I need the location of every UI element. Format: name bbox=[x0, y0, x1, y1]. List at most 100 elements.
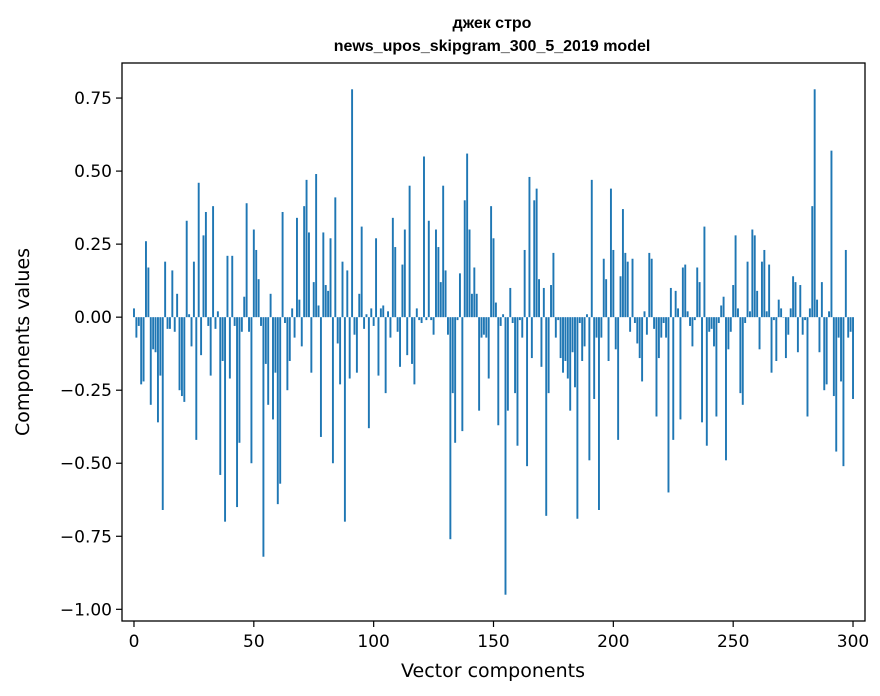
bar-component-223 bbox=[667, 317, 670, 493]
bar-component-76 bbox=[315, 174, 318, 318]
bar-component-281 bbox=[806, 317, 809, 417]
bar-component-30 bbox=[204, 211, 207, 318]
bar-component-55 bbox=[264, 317, 267, 364]
x-tick-label: 300 bbox=[837, 632, 869, 652]
bar-component-158 bbox=[511, 317, 514, 324]
bar-component-113 bbox=[403, 229, 406, 318]
y-axis-label: Components values bbox=[12, 248, 34, 436]
bar-component-290 bbox=[828, 311, 831, 318]
bar-component-241 bbox=[710, 317, 713, 329]
bar-component-178 bbox=[559, 317, 562, 359]
bar-component-242 bbox=[713, 317, 715, 347]
bar-component-183 bbox=[571, 317, 574, 353]
bar-component-282 bbox=[808, 308, 811, 318]
bar-component-123 bbox=[427, 220, 430, 318]
bar-component-142 bbox=[473, 267, 476, 318]
bar-component-243 bbox=[715, 317, 718, 417]
bar-component-171 bbox=[542, 287, 545, 318]
bar-component-143 bbox=[475, 293, 478, 318]
bar-component-293 bbox=[835, 317, 838, 452]
bar-component-167 bbox=[533, 200, 536, 318]
bar-component-187 bbox=[581, 317, 584, 361]
bar-component-92 bbox=[353, 317, 356, 335]
bar-component-65 bbox=[288, 317, 291, 361]
bar-component-261 bbox=[758, 317, 761, 350]
bar-component-119 bbox=[418, 317, 421, 321]
bar-component-44 bbox=[238, 317, 241, 443]
bar-component-182 bbox=[569, 317, 572, 411]
bar-component-217 bbox=[653, 317, 656, 329]
bar-component-71 bbox=[303, 206, 306, 318]
bar-component-208 bbox=[631, 258, 634, 318]
bars-group bbox=[133, 89, 854, 595]
bar-component-90 bbox=[348, 317, 351, 379]
bar-component-36 bbox=[219, 317, 222, 475]
bar-component-146 bbox=[482, 317, 485, 335]
bar-component-122 bbox=[425, 317, 428, 321]
bar-component-2 bbox=[137, 317, 140, 326]
bar-component-48 bbox=[248, 317, 250, 332]
bar-component-38 bbox=[224, 317, 227, 522]
bar-component-98 bbox=[367, 317, 370, 429]
bar-component-26 bbox=[195, 317, 198, 440]
x-tick-label: 50 bbox=[243, 632, 265, 652]
bar-component-136 bbox=[458, 273, 461, 318]
bar-component-85 bbox=[336, 317, 339, 344]
x-tick-label: 100 bbox=[357, 632, 389, 652]
bar-component-35 bbox=[216, 311, 219, 318]
bar-component-160 bbox=[516, 317, 519, 446]
bar-component-104 bbox=[382, 305, 385, 318]
bar-component-29 bbox=[202, 235, 205, 318]
bar-component-196 bbox=[602, 258, 605, 318]
bar-component-294 bbox=[837, 317, 840, 338]
bar-component-297 bbox=[844, 249, 847, 318]
bar-component-83 bbox=[331, 317, 334, 464]
bar-component-176 bbox=[554, 317, 557, 338]
bar-component-226 bbox=[674, 290, 677, 318]
bar-component-210 bbox=[636, 317, 639, 344]
bar-component-154 bbox=[502, 314, 505, 318]
bar-component-149 bbox=[490, 206, 493, 318]
bar-component-288 bbox=[823, 317, 826, 391]
bar-component-1 bbox=[135, 317, 138, 338]
bar-component-169 bbox=[538, 279, 540, 318]
bar-component-34 bbox=[214, 317, 217, 329]
bar-component-228 bbox=[679, 317, 682, 420]
bar-component-13 bbox=[164, 261, 167, 318]
bar-component-64 bbox=[286, 317, 289, 391]
y-tick-label: −0.75 bbox=[60, 527, 112, 547]
bar-component-188 bbox=[583, 317, 586, 347]
bar-component-299 bbox=[849, 317, 852, 332]
bar-component-204 bbox=[621, 209, 624, 318]
bar-component-79 bbox=[322, 232, 325, 318]
bar-component-152 bbox=[497, 317, 500, 426]
bar-component-292 bbox=[832, 317, 835, 397]
bar-component-227 bbox=[677, 308, 680, 318]
bar-component-84 bbox=[334, 197, 337, 318]
chart-subtitle: news_upos_skipgram_300_5_2019 model bbox=[334, 38, 651, 55]
bar-component-247 bbox=[725, 317, 727, 461]
bar-component-148 bbox=[487, 317, 490, 379]
bar-component-251 bbox=[734, 235, 737, 318]
bar-component-256 bbox=[746, 261, 749, 318]
bar-component-298 bbox=[847, 317, 850, 338]
bar-component-32 bbox=[209, 317, 212, 376]
bar-component-17 bbox=[173, 317, 176, 332]
bar-component-37 bbox=[221, 317, 224, 361]
bar-component-159 bbox=[514, 317, 517, 394]
bar-component-54 bbox=[262, 317, 265, 557]
bar-component-67 bbox=[293, 317, 296, 338]
bar-component-162 bbox=[521, 317, 524, 338]
bar-component-296 bbox=[842, 317, 845, 467]
bar-component-107 bbox=[389, 317, 392, 338]
bar-component-56 bbox=[267, 317, 270, 405]
x-tick-label: 150 bbox=[477, 632, 509, 652]
y-tick-label: 0.50 bbox=[74, 162, 112, 182]
bar-component-33 bbox=[212, 206, 215, 318]
bar-component-234 bbox=[693, 317, 696, 321]
bar-component-230 bbox=[684, 264, 687, 318]
bar-component-164 bbox=[526, 317, 529, 467]
bar-component-127 bbox=[437, 247, 440, 318]
bar-component-233 bbox=[691, 317, 694, 347]
